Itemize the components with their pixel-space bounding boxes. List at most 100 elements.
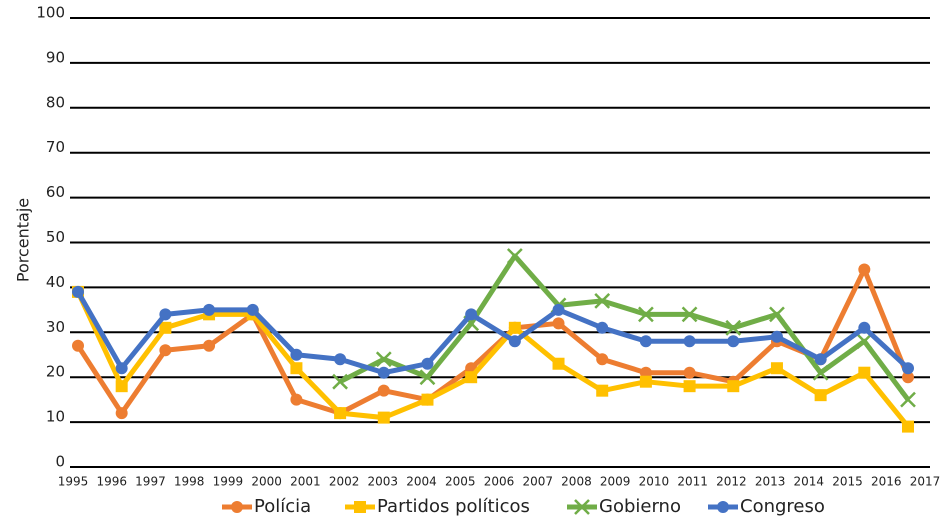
x-tick-label: 2015 xyxy=(832,475,863,489)
point xyxy=(115,380,128,393)
point xyxy=(203,339,216,352)
point xyxy=(858,263,871,276)
point xyxy=(203,303,216,316)
y-tick-label: 70 xyxy=(46,138,65,156)
point xyxy=(290,362,303,375)
x-tick-label: 2017 xyxy=(910,475,941,489)
point xyxy=(596,321,609,334)
y-tick-label: 0 xyxy=(55,453,65,471)
point xyxy=(858,366,871,379)
point xyxy=(334,407,347,420)
point xyxy=(683,380,696,393)
legend-marker xyxy=(231,501,243,513)
point xyxy=(334,353,347,366)
x-tick-label: 1996 xyxy=(96,475,127,489)
y-tick-label: 10 xyxy=(46,408,65,426)
x-tick-label: 1997 xyxy=(135,475,166,489)
point xyxy=(727,335,740,348)
x-tick-label: 2012 xyxy=(716,475,747,489)
point xyxy=(552,303,565,316)
point xyxy=(902,362,914,375)
point xyxy=(290,348,303,361)
point xyxy=(377,366,390,379)
x-tick-label: 1998 xyxy=(174,475,205,489)
x-tick-label: 2002 xyxy=(329,475,360,489)
point xyxy=(596,353,609,366)
point xyxy=(552,357,565,370)
point xyxy=(725,319,742,336)
y-tick-label: 50 xyxy=(46,228,65,246)
point xyxy=(159,308,172,321)
legend-marker xyxy=(717,501,729,513)
series-line xyxy=(75,266,911,416)
point xyxy=(594,292,611,309)
point xyxy=(159,321,172,334)
x-tick-label: 2003 xyxy=(368,475,399,489)
point xyxy=(856,333,873,350)
point xyxy=(858,321,871,334)
point xyxy=(681,306,698,323)
point xyxy=(115,362,128,375)
point xyxy=(639,375,652,388)
series-line xyxy=(338,253,911,402)
y-tick-label: 100 xyxy=(36,4,65,22)
legend-label: Congreso xyxy=(740,496,825,517)
y-tick-label: 30 xyxy=(46,318,65,336)
legend-marker xyxy=(354,501,366,513)
legend-label: Gobierno xyxy=(599,496,681,517)
x-tick-label: 1999 xyxy=(213,475,244,489)
point xyxy=(508,321,521,334)
y-axis-title: Porcentaje xyxy=(14,198,33,282)
legend-label: Polícia xyxy=(254,496,311,517)
x-tick-label: 2011 xyxy=(677,475,708,489)
x-tick-label: 2010 xyxy=(639,475,670,489)
point xyxy=(638,306,654,323)
point xyxy=(727,380,740,393)
point xyxy=(814,353,827,366)
point xyxy=(159,344,172,357)
point xyxy=(900,391,916,408)
point xyxy=(814,389,827,402)
x-tick-label: 2009 xyxy=(600,475,631,489)
point xyxy=(246,303,259,316)
x-tick-label: 1995 xyxy=(58,475,89,489)
point xyxy=(508,335,521,348)
point xyxy=(639,335,652,348)
x-tick-label: 2007 xyxy=(522,475,553,489)
point xyxy=(769,306,785,323)
point xyxy=(375,351,392,368)
x-tick-label: 2004 xyxy=(406,475,437,489)
point xyxy=(465,371,478,384)
point xyxy=(683,366,696,379)
point xyxy=(596,384,609,397)
point xyxy=(290,393,303,406)
x-tick-label: 2000 xyxy=(251,475,282,489)
point xyxy=(72,339,84,352)
point xyxy=(465,308,478,321)
x-tick-label: 2014 xyxy=(794,475,825,489)
point xyxy=(421,393,434,406)
x-tick-label: 2013 xyxy=(755,475,786,489)
x-tick-label: 2008 xyxy=(561,475,592,489)
point xyxy=(770,330,783,343)
point xyxy=(377,384,390,397)
series-line xyxy=(75,290,910,429)
point xyxy=(377,411,390,424)
y-tick-label: 90 xyxy=(46,48,65,66)
x-tick-label: 2001 xyxy=(290,475,321,489)
point xyxy=(115,407,128,420)
x-tick-label: 2006 xyxy=(484,475,515,489)
point xyxy=(552,317,565,330)
point xyxy=(902,420,914,433)
point xyxy=(902,371,914,384)
x-tick-label: 2016 xyxy=(871,475,902,489)
y-tick-label: 40 xyxy=(46,273,65,291)
point xyxy=(421,357,434,370)
series-line xyxy=(75,290,910,376)
point xyxy=(506,248,523,264)
y-tick-label: 80 xyxy=(46,93,65,111)
legend-marker xyxy=(574,499,590,515)
point xyxy=(770,362,783,375)
point xyxy=(332,373,348,390)
